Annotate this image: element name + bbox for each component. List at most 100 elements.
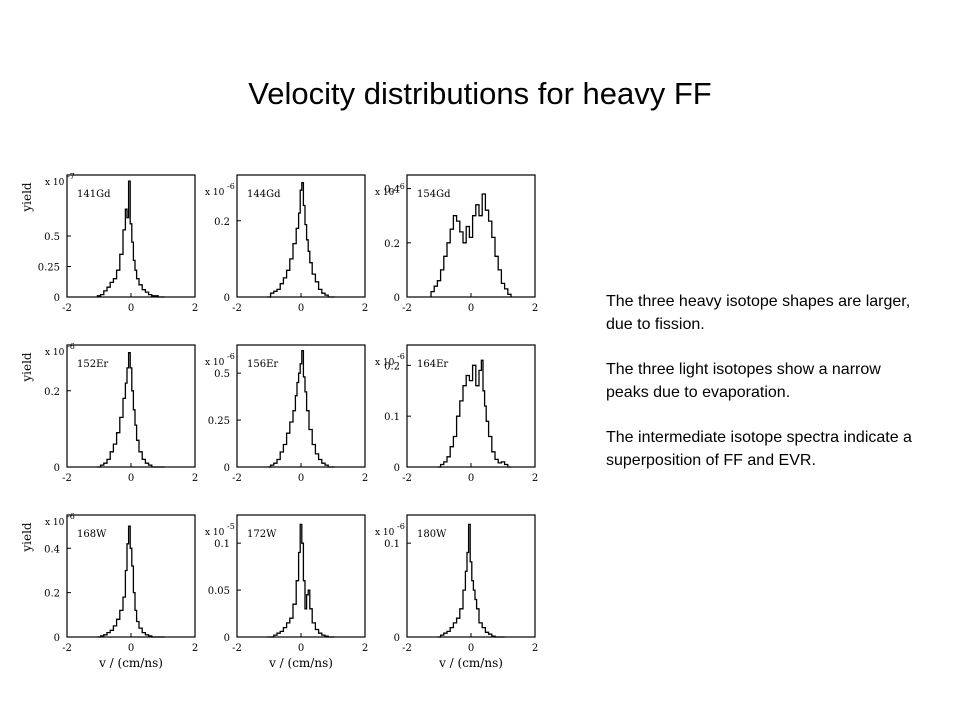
note-fission: The three heavy isotope shapes are large… — [606, 293, 911, 333]
y-tick-label: 0.2 — [44, 589, 60, 600]
histogram-series — [96, 180, 165, 298]
axis-exponent: -6 — [67, 512, 75, 521]
y-tick-label: 0.1 — [214, 539, 230, 550]
x-tick-label: -2 — [232, 473, 242, 484]
histogram-series — [430, 193, 512, 297]
x-tick-label: 0 — [468, 473, 474, 484]
x-tick-label: 2 — [532, 473, 538, 484]
y-tick-label: 0.1 — [384, 539, 400, 550]
x-tick-label: 2 — [362, 303, 368, 314]
isotope-label: 154Gd — [417, 189, 451, 200]
isotope-label: 156Er — [247, 359, 278, 370]
x-tick-label: -2 — [402, 473, 412, 484]
x-tick-label: 0 — [468, 643, 474, 654]
isotope-label: 164Er — [417, 359, 448, 370]
x-axis-label: v / (cm/ns) — [438, 656, 503, 670]
isotope-label: 180W — [417, 529, 447, 540]
x-axis-label: v / (cm/ns) — [98, 656, 163, 670]
x-tick-label: 0 — [128, 303, 134, 314]
y-tick-label: 0.5 — [44, 232, 60, 243]
y-tick-label: 0.2 — [214, 217, 230, 228]
axis-multiplier: x 10 — [45, 348, 65, 358]
axis-exponent: -6 — [67, 342, 75, 351]
x-tick-label: 2 — [532, 643, 538, 654]
x-tick-label: -2 — [62, 473, 72, 484]
histogram-grid: -2 0 2 0 0.25 0.5 x 10 -7 141Gd yield -2 0 2 0 0.2 x 10… — [20, 130, 560, 690]
x-tick-label: 0 — [298, 643, 304, 654]
axis-multiplier: x 10 — [205, 358, 225, 368]
histogram-series — [267, 523, 335, 638]
x-tick-label: 0 — [298, 303, 304, 314]
y-tick-label: 0.25 — [38, 263, 60, 274]
y-tick-label: 0 — [224, 633, 230, 644]
x-tick-label: 0 — [128, 643, 134, 654]
axis-exponent: -6 — [227, 182, 235, 191]
axis-exponent: -6 — [397, 352, 405, 361]
isotope-label: 168W — [77, 529, 107, 540]
x-tick-label: 0 — [128, 473, 134, 484]
x-tick-label: 0 — [298, 473, 304, 484]
x-tick-label: -2 — [62, 643, 72, 654]
y-tick-label: 0 — [394, 293, 400, 304]
histogram-series — [267, 181, 335, 298]
histogram-series — [437, 523, 505, 638]
y-tick-label: 0 — [54, 633, 60, 644]
y-tick-label: 0 — [54, 463, 60, 474]
y-tick-label: 0.4 — [384, 185, 400, 196]
y-tick-label: 0.2 — [384, 239, 400, 250]
x-tick-label: 2 — [192, 643, 198, 654]
axis-exponent: -7 — [67, 172, 75, 181]
y-axis-label: yield — [20, 522, 34, 553]
x-tick-label: -2 — [232, 303, 242, 314]
histogram-series — [97, 351, 165, 468]
x-tick-label: 2 — [362, 473, 368, 484]
axis-multiplier: x 10 — [375, 358, 395, 368]
y-axis-label: yield — [20, 352, 34, 383]
y-tick-label: 0.25 — [208, 416, 230, 427]
y-tick-label: 0.5 — [214, 369, 230, 380]
axis-exponent: -6 — [397, 182, 405, 191]
axis-exponent: -6 — [227, 352, 235, 361]
axis-exponent: -6 — [397, 522, 405, 531]
notes: The three heavy isotope shapes are large… — [606, 290, 926, 494]
y-tick-label: 0.05 — [208, 586, 230, 597]
histogram-series — [267, 349, 335, 468]
slide-title: Velocity distributions for heavy FF — [248, 76, 712, 111]
y-tick-label: 0 — [224, 293, 230, 304]
note-evaporation: The three light isotopes show a narrow p… — [606, 361, 881, 401]
y-tick-label: 0.2 — [384, 361, 400, 372]
isotope-label: 152Er — [77, 359, 108, 370]
histogram-series — [437, 359, 511, 468]
y-tick-label: 0 — [394, 633, 400, 644]
note-superposition: The intermediate isotope spectra indicat… — [606, 429, 912, 469]
y-tick-label: 0 — [224, 463, 230, 474]
isotope-label: 141Gd — [77, 189, 111, 200]
x-tick-label: -2 — [232, 643, 242, 654]
axis-multiplier: x 10 — [205, 528, 225, 538]
x-tick-label: 0 — [468, 303, 474, 314]
axis-multiplier: x 10 — [45, 178, 65, 188]
isotope-label: 172W — [247, 529, 277, 540]
axis-multiplier: x 10 — [375, 528, 395, 538]
x-axis-label: v / (cm/ns) — [268, 656, 333, 670]
x-tick-label: -2 — [402, 643, 412, 654]
axis-multiplier: x 10 — [375, 188, 395, 198]
x-tick-label: 2 — [532, 303, 538, 314]
x-tick-label: 2 — [192, 303, 198, 314]
histogram-series — [97, 525, 165, 638]
x-tick-label: -2 — [62, 303, 72, 314]
x-tick-label: 2 — [192, 473, 198, 484]
y-tick-label: 0 — [54, 293, 60, 304]
y-tick-label: 0.2 — [44, 387, 60, 398]
y-tick-label: 0.1 — [384, 412, 400, 423]
y-tick-label: 0 — [394, 463, 400, 474]
y-axis-label: yield — [20, 182, 34, 213]
axis-exponent: -5 — [227, 522, 235, 531]
x-tick-label: 2 — [362, 643, 368, 654]
axis-multiplier: x 10 — [45, 518, 65, 528]
y-tick-label: 0.4 — [44, 544, 60, 555]
isotope-label: 144Gd — [247, 189, 281, 200]
x-tick-label: -2 — [402, 303, 412, 314]
axis-multiplier: x 10 — [205, 188, 225, 198]
